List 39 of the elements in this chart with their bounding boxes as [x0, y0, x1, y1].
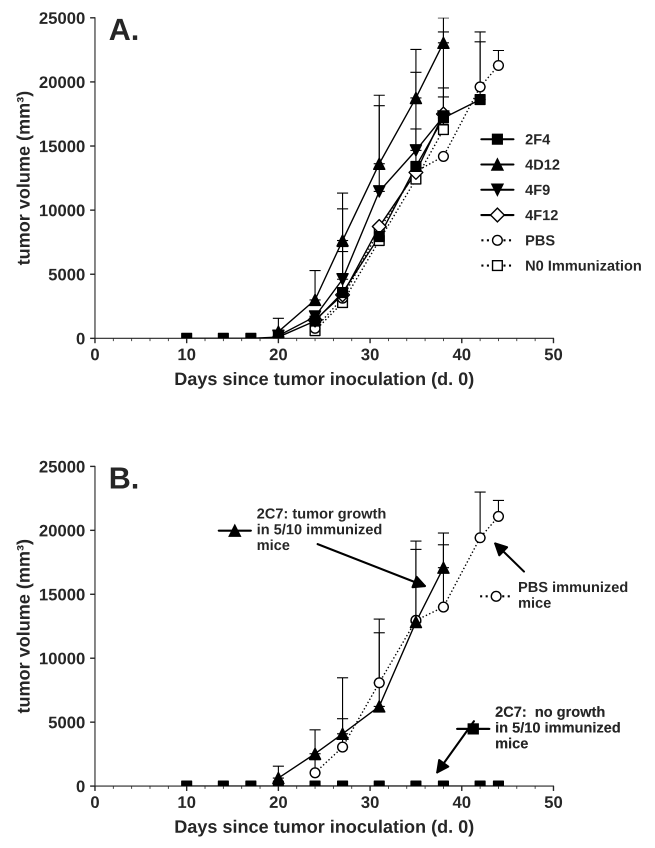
x-tick-label: 10 — [178, 348, 196, 360]
legend-label: 4D12 — [525, 159, 560, 170]
legend-label: 4F9 — [525, 184, 550, 196]
legend-label: 2F4 — [526, 134, 550, 144]
y-tick-label: 25000 — [39, 460, 85, 473]
y-tick-label: 20000 — [39, 524, 85, 537]
x-tick-label: 50 — [544, 796, 562, 808]
chart-title: B. — [110, 468, 138, 489]
x-tick-label: 0 — [91, 348, 99, 360]
y-tick-label: 10000 — [40, 652, 85, 664]
x-tick-label: 0 — [91, 796, 99, 808]
legend-label: 2C7: no growth in 5/10 immunized mice — [496, 706, 620, 748]
y-tick-label: 5000 — [48, 268, 85, 280]
chart-title: A. — [109, 18, 138, 40]
x-tick-label: 40 — [452, 796, 470, 808]
y-tick-label: 15000 — [40, 588, 85, 600]
y-tick-label: 25000 — [39, 12, 85, 24]
x-tick-label: 30 — [361, 348, 379, 360]
x-tick-label: 50 — [544, 348, 562, 360]
y-tick-label: 5000 — [48, 716, 85, 728]
y-tick-label: 15000 — [40, 140, 85, 152]
x-axis-title: Days since tumor inoculation (d. 0) — [175, 372, 474, 389]
legend-label: 2C7: tumor growth in 5/10 immunized mice — [257, 508, 386, 550]
x-tick-label: 20 — [270, 796, 287, 808]
x-tick-label: 40 — [452, 348, 470, 360]
y-axis-title: tumor volume (mm³) — [16, 540, 34, 714]
y-tick-label: 10000 — [40, 204, 85, 216]
legend-label: N0 Immunization — [526, 260, 641, 271]
y-tick-label: 0 — [76, 780, 85, 792]
legend-label: 4F12 — [525, 210, 558, 220]
x-tick-label: 20 — [270, 348, 287, 360]
legend-label: PBS immunized mice — [518, 581, 628, 608]
y-tick-label: 0 — [76, 332, 85, 345]
x-axis-title: Days since tumor inoculation (d. 0) — [175, 820, 474, 837]
legend-label: PBS — [526, 235, 555, 246]
x-tick-label: 30 — [361, 796, 379, 808]
x-tick-label: 10 — [178, 796, 196, 808]
y-tick-label: 20000 — [39, 76, 85, 88]
y-axis-title: tumor volume (mm³) — [16, 92, 34, 266]
